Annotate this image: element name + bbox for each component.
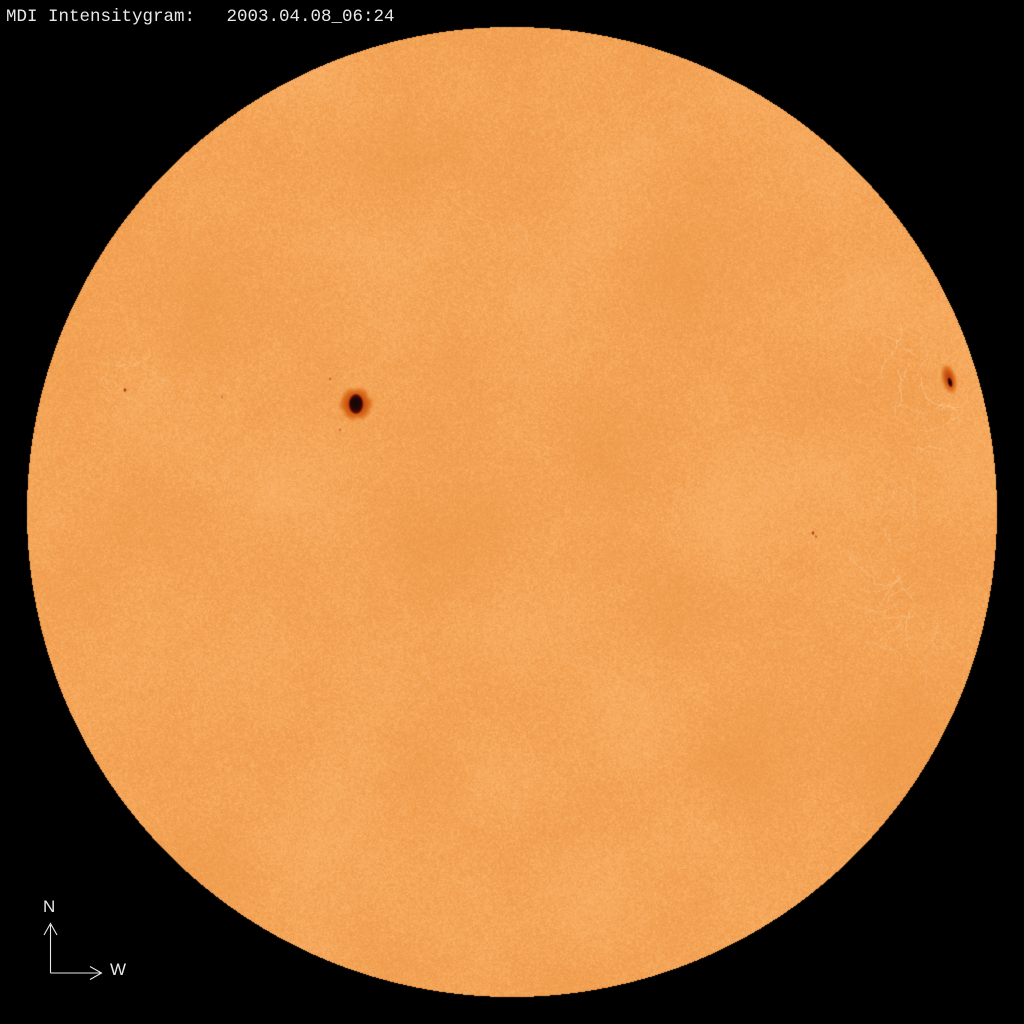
svg-text:N: N — [43, 897, 55, 916]
svg-text:W: W — [110, 960, 126, 979]
